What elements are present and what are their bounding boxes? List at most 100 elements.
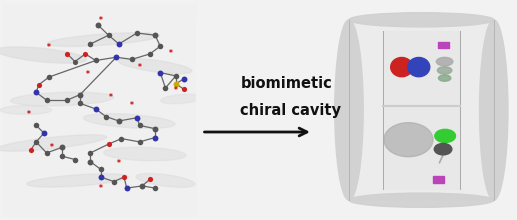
Point [104,33,113,37]
Ellipse shape [391,57,413,77]
Point [71,158,79,161]
Point [63,52,71,56]
Text: *: * [47,43,51,52]
Point [42,151,51,155]
Ellipse shape [83,114,175,128]
Point [179,87,188,91]
Ellipse shape [161,94,201,104]
Point [81,52,89,56]
Point [133,116,141,119]
Ellipse shape [0,135,107,151]
Point [92,107,100,111]
Ellipse shape [26,174,129,187]
Ellipse shape [118,58,192,74]
Point [151,127,159,130]
Ellipse shape [0,106,52,114]
Point [151,33,159,37]
Point [97,175,105,179]
Point [138,184,146,188]
Text: *: * [26,110,31,119]
Point [94,24,102,27]
Text: *: * [117,160,121,168]
Bar [438,42,449,48]
Point [86,160,95,163]
Bar [3,4,196,216]
Ellipse shape [384,123,433,157]
Point [156,71,164,74]
Bar [383,31,460,189]
Point [92,59,100,62]
Ellipse shape [434,143,452,155]
Ellipse shape [408,57,430,77]
Point [172,74,180,78]
Point [32,124,40,127]
Point [120,175,128,179]
Bar [196,18,321,176]
Ellipse shape [349,193,494,207]
Text: biomimetic: biomimetic [240,76,332,91]
Point [86,151,95,155]
Point [97,168,105,171]
Point [35,83,43,86]
Point [40,131,48,135]
Point [112,55,120,59]
Ellipse shape [335,20,363,200]
Point [146,52,154,56]
Ellipse shape [437,67,452,74]
Ellipse shape [438,75,451,81]
Point [115,119,123,123]
Ellipse shape [48,33,159,46]
Text: *: * [99,16,103,25]
Text: *: * [86,70,90,79]
Point [115,42,123,46]
Point [76,93,84,96]
Point [58,154,66,158]
Point [58,146,66,149]
Point [104,142,113,146]
Point [133,31,141,35]
Ellipse shape [10,92,114,106]
Text: *: * [174,86,178,95]
Text: *: * [138,63,142,72]
Point [42,98,51,102]
Text: chiral cavity: chiral cavity [240,103,341,117]
Point [71,60,79,63]
Bar [321,0,517,220]
Point [86,42,95,46]
Text: *: * [99,184,103,192]
Point [32,91,40,94]
Point [45,75,53,79]
Point [172,82,180,85]
Point [161,86,170,90]
Ellipse shape [349,13,494,27]
Ellipse shape [480,20,508,200]
Point [110,180,118,183]
Point [76,102,84,105]
Text: *: * [50,143,54,152]
Text: *: * [130,101,134,110]
Ellipse shape [136,174,195,187]
Ellipse shape [103,147,186,161]
Point [63,98,71,102]
Point [32,140,40,144]
Point [135,140,144,144]
Text: *: * [169,50,173,58]
Ellipse shape [0,47,86,63]
Point [179,77,188,81]
Point [151,136,159,139]
Point [135,124,144,127]
Point [146,178,154,181]
Text: *: * [109,94,113,102]
Ellipse shape [435,129,455,143]
Point [123,186,131,190]
Point [117,137,126,140]
Point [128,58,136,61]
Ellipse shape [436,57,453,66]
Bar [349,20,494,200]
FancyArrowPatch shape [204,128,307,136]
Bar [433,176,444,183]
Point [27,148,35,151]
Point [156,44,164,48]
Point [151,186,159,190]
Point [102,115,110,118]
